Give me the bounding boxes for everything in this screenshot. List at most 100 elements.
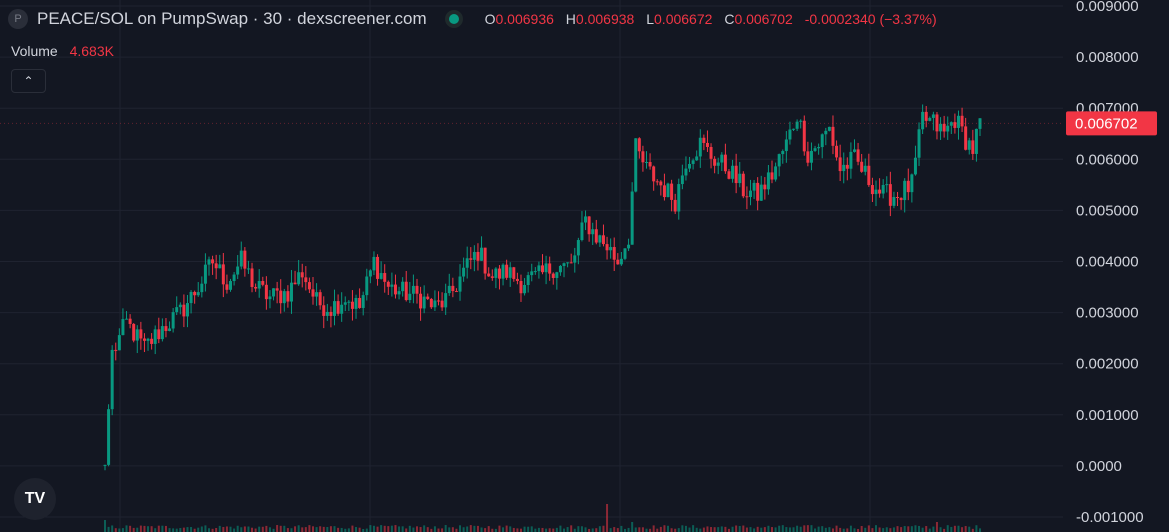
volume-bar [276,525,279,532]
volume-bar [430,528,433,532]
volume-bar [953,525,956,532]
candle-body [110,349,114,410]
volume-bar [688,527,691,532]
volume-bar [620,525,623,532]
candle-body [530,271,534,276]
candle-body [160,326,164,340]
volume-bar [344,528,347,532]
candle-body [322,305,326,316]
high-label: H [565,11,576,27]
volume-bar [519,528,522,532]
volume-bar [864,527,867,532]
volume-bar [706,526,709,532]
volume-bar [362,528,365,532]
candle-body [802,120,806,152]
volume-bar [545,528,548,532]
candle-body [935,114,939,132]
volume-bar [846,528,849,532]
collapse-legend-button[interactable]: ⌃ [11,69,46,93]
candle-body [282,291,286,304]
volume-bar [132,527,135,532]
volume-bar [900,527,903,532]
candle-body [533,271,537,273]
volume-bar [957,525,960,532]
candle-body [910,174,914,193]
candle-body [605,244,609,251]
volume-bar [918,525,921,532]
candle-body [207,259,211,265]
volume-bar [580,526,583,532]
candle-body [178,304,182,308]
volume-bar [437,528,440,532]
volume-bar [104,520,106,532]
candle-body [770,172,774,180]
volume-bar [968,526,971,532]
candle-body [376,256,380,279]
volume-bar [570,525,573,532]
candle-body [781,151,785,155]
volume-bar [835,525,838,532]
volume-bar [398,526,401,532]
candle-body [591,229,595,235]
volume-bar [803,525,806,532]
price-axis-label: 0.003000 [1076,305,1139,322]
price-axis-label: 0.006000 [1076,151,1139,168]
candle-body [221,264,225,285]
candle-body [480,247,484,261]
candle-body [304,277,308,283]
volume-bar [283,525,286,532]
volume-bar [964,526,967,532]
candle-body [856,149,860,162]
volume-bar [175,528,178,532]
candle-body [659,181,663,186]
candle-body [641,151,645,163]
ohlc-legend: O0.006936 H0.006938 L0.006672 C0.006702 … [485,11,945,27]
volume-bar [383,525,386,532]
volume-bar [111,525,114,532]
candle-body [121,319,125,336]
volume-bar [674,528,677,532]
candle-body [469,258,473,260]
volume-bar [710,527,713,532]
volume-bar [684,525,687,532]
volume-bar [505,525,508,532]
volume-bar [889,528,892,532]
volume-bar [179,528,182,532]
volume-bar [914,525,917,532]
tradingview-logo[interactable]: TV [14,478,56,520]
candle-body [368,270,372,277]
volume-bar [512,527,515,532]
volume-bar [182,527,185,532]
volume-bar [251,527,254,532]
volume-bar [563,528,566,532]
candle-body [666,183,670,198]
candle-body [713,158,717,166]
candle-body [218,264,222,269]
candle-body [243,250,247,269]
volume-bar [390,525,393,532]
candle-body [397,291,401,295]
volume-bar [315,527,318,532]
volume-bar [530,526,533,532]
volume-bar [702,527,705,532]
volume-bar [301,527,304,532]
volume-bar [147,526,150,532]
volume-bar [763,527,766,532]
candle-body [759,184,763,201]
candle-body [229,281,233,290]
volume-bar [598,526,601,532]
candle-body [888,184,892,206]
volume-bar [265,525,268,532]
volume-bar [337,527,340,532]
candle-body [695,156,699,161]
volume-bar [218,525,221,532]
candle-body [189,291,193,304]
candle-body [573,255,577,263]
candle-body [333,301,337,316]
volume-bar [197,527,200,532]
volume-bar [286,528,289,532]
candle-body [594,229,598,243]
candle-body [361,295,365,308]
volume-bar [645,528,648,532]
